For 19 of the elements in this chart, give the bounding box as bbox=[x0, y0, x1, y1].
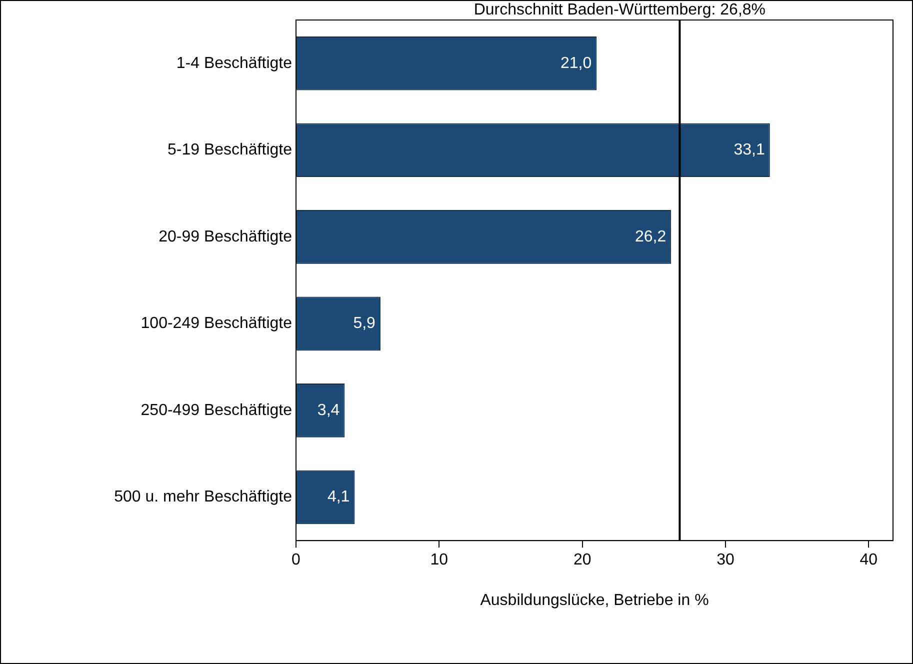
ref-line-label: Durchschnitt Baden-Württemberg: 26,8% bbox=[474, 1, 766, 18]
x-tick-label: 20 bbox=[573, 552, 592, 569]
x-tick-label: 40 bbox=[860, 552, 878, 569]
x-axis-title: Ausbildungslücke, Betriebe in % bbox=[480, 592, 709, 609]
data-label: 4,1 bbox=[327, 488, 350, 506]
y-tick-label: 500 u. mehr Beschäftigte bbox=[114, 488, 292, 506]
x-tick-label: 10 bbox=[430, 552, 448, 569]
data-label: 21,0 bbox=[560, 54, 592, 72]
x-tick-label: 30 bbox=[716, 552, 734, 569]
x-tick-label: 0 bbox=[292, 552, 301, 569]
data-label: 26,2 bbox=[634, 228, 666, 246]
y-tick-label: 1-4 Beschäftigte bbox=[176, 54, 292, 72]
data-label: 33,1 bbox=[734, 142, 765, 159]
y-tick-label: 250-499 Beschäftigte bbox=[140, 402, 292, 419]
y-tick-label: 5-19 Beschäftigte bbox=[167, 142, 292, 159]
y-tick-label: 100-249 Beschäftigte bbox=[140, 315, 292, 332]
data-label: 5,9 bbox=[353, 315, 376, 332]
y-tick-label: 20-99 Beschäftigte bbox=[158, 228, 292, 246]
data-label: 3,4 bbox=[317, 402, 340, 419]
